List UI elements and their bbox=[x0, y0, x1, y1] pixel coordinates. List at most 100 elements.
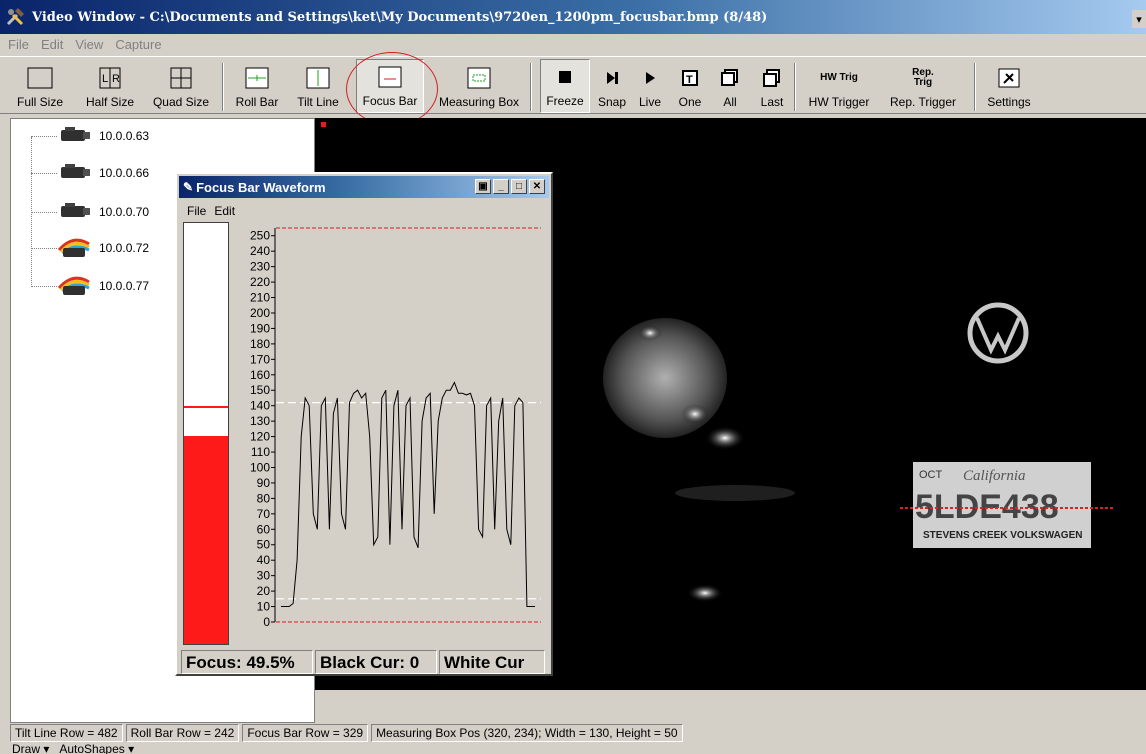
svg-text:T: T bbox=[686, 74, 693, 86]
tree-connector bbox=[31, 136, 57, 137]
measuring-box-icon bbox=[465, 65, 493, 91]
y-tick-label: 130 bbox=[250, 414, 270, 428]
rep-trigger-label: Rep. Trigger bbox=[889, 95, 957, 109]
svg-text:California: California bbox=[963, 468, 1026, 484]
camera-item[interactable]: 10.0.0.72 bbox=[31, 237, 149, 259]
measuring-box-button[interactable]: Measuring Box bbox=[436, 59, 522, 113]
tools-icon bbox=[4, 6, 28, 28]
live-camera-icon bbox=[57, 236, 93, 261]
tail-lamp bbox=[603, 318, 727, 438]
quad-size-button[interactable]: Quad Size bbox=[148, 59, 214, 113]
waveform-menu-file[interactable]: File bbox=[187, 204, 207, 218]
live-button[interactable]: Live bbox=[634, 59, 666, 113]
rep-trigger-button[interactable]: Rep. Trig Rep. Trigger bbox=[880, 59, 966, 113]
last-label: Last bbox=[760, 95, 784, 109]
one-button[interactable]: T One bbox=[672, 59, 708, 113]
waveform-menu-edit[interactable]: Edit bbox=[214, 204, 236, 218]
rep-trig-icon: Rep. Trig bbox=[912, 67, 934, 88]
roll-bar-label: Roll Bar bbox=[235, 95, 279, 109]
close-button[interactable]: ✕ bbox=[529, 179, 545, 194]
tilt-line-button[interactable]: Tilt Line bbox=[292, 59, 344, 113]
y-tick-label: 40 bbox=[257, 553, 271, 567]
svg-text:OCT: OCT bbox=[919, 469, 943, 481]
tree-connector bbox=[31, 173, 57, 174]
y-tick-label: 90 bbox=[257, 476, 271, 490]
y-tick-label: 140 bbox=[250, 399, 270, 413]
menu-edit[interactable]: Edit bbox=[40, 36, 64, 52]
draw-menu[interactable]: Draw ▾ bbox=[12, 742, 50, 754]
focus-bar-button[interactable]: Focus Bar bbox=[356, 59, 424, 113]
camera-item[interactable]: 10.0.0.70 bbox=[31, 201, 149, 223]
full-size-icon bbox=[26, 65, 54, 91]
camera-item[interactable]: 10.0.0.63 bbox=[31, 125, 149, 147]
all-label: All bbox=[723, 95, 737, 109]
camera-ip: 10.0.0.77 bbox=[99, 279, 150, 293]
status-measuring-box: Measuring Box Pos (320, 234); Width = 13… bbox=[371, 724, 683, 742]
camera-ip: 10.0.0.66 bbox=[99, 166, 150, 180]
camera-item[interactable]: 10.0.0.66 bbox=[31, 162, 149, 184]
camera-item[interactable]: 10.0.0.77 bbox=[31, 275, 149, 297]
settings-button[interactable]: Settings bbox=[984, 59, 1034, 113]
freeze-button[interactable]: Freeze bbox=[540, 59, 590, 113]
camera-ip: 10.0.0.72 bbox=[99, 241, 150, 255]
all-button[interactable]: All bbox=[716, 59, 744, 113]
y-tick-label: 170 bbox=[250, 352, 270, 366]
focus-readout: Focus: 49.5% bbox=[181, 650, 313, 674]
y-tick-label: 250 bbox=[250, 229, 270, 243]
half-size-label: Half Size bbox=[85, 95, 135, 109]
last-button[interactable]: Last bbox=[756, 59, 788, 113]
y-tick-label: 220 bbox=[250, 275, 270, 289]
waveform-line bbox=[281, 381, 535, 607]
svg-text:STEVENS CREEK VOLKSWAGEN: STEVENS CREEK VOLKSWAGEN bbox=[923, 530, 1082, 541]
waveform-svg: 2502402302202102001901801701601501401301… bbox=[250, 227, 541, 629]
quad-size-label: Quad Size bbox=[152, 95, 210, 109]
license-plate: OCT California 5LDE438 STEVENS CREEK VOL… bbox=[913, 462, 1091, 548]
camera-icon bbox=[57, 126, 93, 147]
waveform-title: Focus Bar Waveform bbox=[196, 179, 326, 195]
toolbar-separator bbox=[974, 63, 976, 111]
y-tick-label: 80 bbox=[257, 491, 271, 505]
toolbar-separator bbox=[530, 63, 532, 111]
last-frame-icon bbox=[762, 65, 782, 91]
svg-text:L: L bbox=[102, 73, 108, 85]
red-marker bbox=[321, 122, 326, 127]
menu-capture[interactable]: Capture bbox=[115, 36, 162, 52]
live-camera-icon bbox=[57, 274, 93, 299]
y-tick-label: 240 bbox=[250, 244, 270, 258]
menu-bar: File Edit View Capture bbox=[0, 34, 1146, 54]
autoshapes-menu[interactable]: AutoShapes ▾ bbox=[59, 742, 135, 754]
y-tick-label: 180 bbox=[250, 337, 270, 351]
focus-bar-icon bbox=[376, 64, 404, 90]
status-focus-bar: Focus Bar Row = 329 bbox=[242, 724, 369, 742]
stop-icon bbox=[555, 64, 575, 90]
hw-trig-icon: HW Trig bbox=[820, 72, 858, 83]
settings-label: Settings bbox=[987, 95, 1031, 109]
y-tick-label: 110 bbox=[251, 445, 270, 459]
pin-icon[interactable]: ▣ bbox=[475, 179, 491, 194]
all-frames-icon bbox=[720, 65, 740, 91]
hw-trigger-button[interactable]: HW Trig HW Trigger bbox=[800, 59, 878, 113]
roll-bar-button[interactable]: Roll Bar bbox=[230, 59, 284, 113]
y-tick-label: 120 bbox=[250, 430, 270, 444]
full-size-button[interactable]: Full Size bbox=[12, 59, 68, 113]
menu-file[interactable]: File bbox=[8, 36, 29, 52]
y-tick-label: 60 bbox=[257, 522, 271, 536]
snap-label: Snap bbox=[597, 95, 627, 109]
svg-text:R: R bbox=[112, 73, 120, 85]
snap-button[interactable]: Snap bbox=[596, 59, 628, 113]
scroll-down-icon[interactable]: ▾ bbox=[1132, 10, 1146, 28]
menu-view[interactable]: View bbox=[75, 36, 104, 52]
live-label: Live bbox=[638, 95, 661, 109]
y-tick-label: 100 bbox=[250, 460, 270, 474]
minimize-button[interactable]: _ bbox=[493, 179, 509, 194]
measuring-box-label: Measuring Box bbox=[438, 95, 520, 109]
window-title: Video Window - C:\Documents and Settings… bbox=[32, 9, 768, 25]
video-margin bbox=[315, 690, 1146, 723]
maximize-button[interactable]: □ bbox=[511, 179, 527, 194]
play-icon bbox=[640, 65, 660, 91]
focus-bar-waveform-window: ✎ Focus Bar Waveform ▣ _ □ ✕ File Edit 2… bbox=[175, 172, 553, 676]
